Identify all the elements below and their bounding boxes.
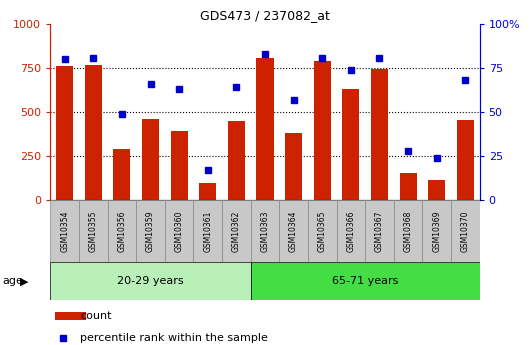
Bar <box>251 262 480 300</box>
Text: GSM10362: GSM10362 <box>232 210 241 252</box>
Bar <box>251 200 279 262</box>
Text: percentile rank within the sample: percentile rank within the sample <box>81 333 268 343</box>
Bar <box>108 200 136 262</box>
Text: 20-29 years: 20-29 years <box>117 276 184 286</box>
Bar <box>55 312 85 320</box>
Bar <box>142 119 159 200</box>
Text: GSM10360: GSM10360 <box>175 210 183 252</box>
Bar <box>371 69 388 200</box>
Text: GSM10363: GSM10363 <box>261 210 269 252</box>
Bar <box>457 120 474 200</box>
Bar <box>222 200 251 262</box>
Bar <box>422 200 451 262</box>
Bar <box>337 200 365 262</box>
Bar <box>56 66 73 200</box>
Bar <box>50 262 251 300</box>
Text: GSM10369: GSM10369 <box>432 210 441 252</box>
Bar <box>228 121 245 200</box>
Bar <box>342 89 359 200</box>
Text: GSM10356: GSM10356 <box>118 210 126 252</box>
Bar <box>113 149 130 200</box>
Text: GSM10354: GSM10354 <box>60 210 69 252</box>
Text: GSM10355: GSM10355 <box>89 210 98 252</box>
Text: GDS473 / 237082_at: GDS473 / 237082_at <box>200 9 330 22</box>
Text: GSM10359: GSM10359 <box>146 210 155 252</box>
Bar <box>365 200 394 262</box>
Bar <box>308 200 337 262</box>
Bar <box>451 200 480 262</box>
Bar <box>285 133 302 200</box>
Bar <box>50 200 79 262</box>
Text: GSM10365: GSM10365 <box>318 210 326 252</box>
Text: count: count <box>81 311 112 321</box>
Text: GSM10361: GSM10361 <box>204 210 212 252</box>
Bar <box>171 131 188 200</box>
Bar <box>257 58 273 200</box>
Bar <box>85 65 102 200</box>
Text: age: age <box>3 276 23 286</box>
Text: GSM10370: GSM10370 <box>461 210 470 252</box>
Bar <box>428 180 445 200</box>
Text: GSM10368: GSM10368 <box>404 210 412 252</box>
Bar <box>199 183 216 200</box>
Bar <box>279 200 308 262</box>
Bar <box>193 200 222 262</box>
Text: GSM10364: GSM10364 <box>289 210 298 252</box>
Text: GSM10367: GSM10367 <box>375 210 384 252</box>
Bar <box>314 61 331 200</box>
Bar <box>79 200 108 262</box>
Bar <box>400 173 417 200</box>
Text: ▶: ▶ <box>20 276 29 286</box>
Bar <box>165 200 193 262</box>
Bar <box>394 200 422 262</box>
Text: GSM10366: GSM10366 <box>347 210 355 252</box>
Text: 65-71 years: 65-71 years <box>332 276 399 286</box>
Bar <box>136 200 165 262</box>
